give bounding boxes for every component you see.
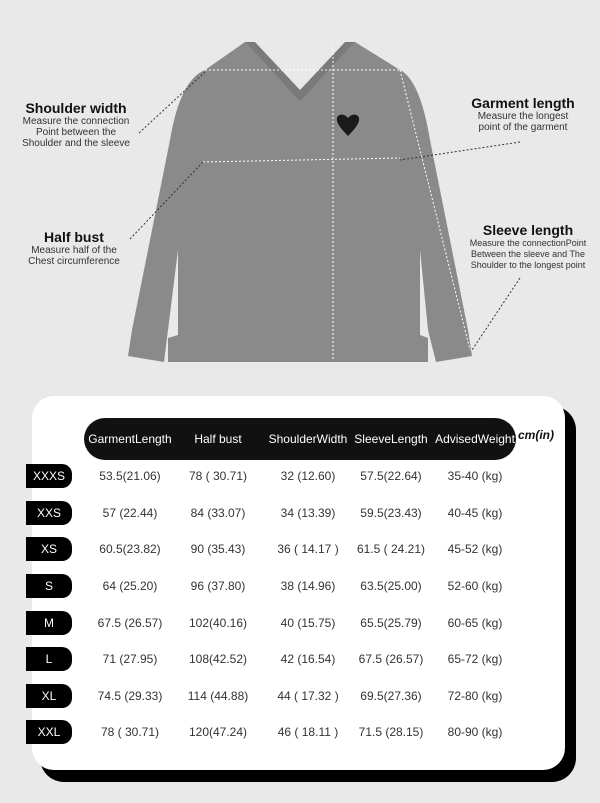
column-header: Advised Weight [430,418,520,460]
table-header: Garment Length Half bust Shoulder Width Sleev… [84,418,516,460]
half-bust-annotation: Half bust Measure half of the Chest circ… [14,229,134,267]
size-tag: XXXS [26,464,72,488]
table-cell: 65-72 (kg) [447,652,503,666]
annotation-title: Garment length [471,95,575,111]
header-line: Length [391,431,428,446]
table-cell: 61.5 ( 24.21) [356,542,426,556]
annotation-desc: Chest circumference [28,256,120,267]
size-tag: L [26,647,72,671]
heart-icon [336,114,360,136]
column-header: Shoulder Width [263,418,353,460]
annotation-desc: point of the garment [478,122,568,133]
size-tag: XS [26,537,72,561]
shoulder-width-annotation: Shoulder width Measure the connection Po… [14,100,138,149]
header-line: Half bust [194,431,242,446]
size-tag: XXL [26,720,72,744]
column-header: Garment Length [85,418,175,460]
table-cell: 57 (22.44) [102,506,158,520]
leader-lines [129,71,521,351]
table-cell: 114 (44.88) [187,689,249,703]
sweater-illustration [128,42,521,362]
table-cell: 38 (14.96) [280,579,336,593]
sleeve-length-annotation: Sleeve length Measure the connectionPoin… [462,222,594,271]
annotation-title: Sleeve length [482,222,574,238]
measure-lines [202,45,471,360]
annotation-title: Half bust [44,229,104,245]
table-cell: 40 (15.75) [280,616,336,630]
table-cell: 67.5 (26.57) [97,616,163,630]
table-cell: 71 (27.95) [102,652,158,666]
table-cell: 60.5(23.82) [99,542,161,556]
size-tag: M [26,611,72,635]
annotation-desc: Measure the connection [22,116,130,127]
annotation-desc: Between the sleeve and The [471,249,585,259]
table-cell: 40-45 (kg) [447,506,503,520]
annotation-desc: Measure the connectionPoint [469,238,587,248]
table-cell: 63.5(25.00) [360,579,422,593]
column-header: Sleeve Length [346,418,436,460]
column-header: Half bust [173,418,263,460]
annotation-desc: Shoulder to the longest point [470,260,586,270]
table-cell: 45-52 (kg) [447,542,503,556]
table-cell: 46 ( 18.11 ) [277,725,339,739]
table-cell: 52-60 (kg) [447,579,503,593]
header-line: Advised [435,431,478,446]
table-cell: 90 (35.43) [190,542,246,556]
table-cell: 120(47.24) [188,725,248,739]
header-line: Weight [477,431,515,446]
table-cell: 78 ( 30.71) [100,725,160,739]
size-tag: XXS [26,501,72,525]
annotation-desc: Shoulder and the sleeve [22,138,130,149]
size-tag: XL [26,684,72,708]
table-cell: 53.5(21.06) [99,469,161,483]
table-cell: 108(42.52) [188,652,248,666]
header-line: Sleeve [354,431,391,446]
table-cell: 60-65 (kg) [447,616,503,630]
header-line: Shoulder [268,431,317,446]
annotation-desc: Point between the [35,127,117,138]
sweater-body [128,42,472,362]
table-cell: 69.5(27.36) [360,689,422,703]
table-cell: 96 (37.80) [190,579,246,593]
annotation-desc: Measure half of the [31,245,117,256]
v-neck [245,42,355,102]
table-cell: 44 ( 17.32 ) [277,689,339,703]
annotation-title: Shoulder width [25,100,127,116]
table-cell: 72-80 (kg) [447,689,503,703]
garment-length-annotation: Garment length Measure the longest point… [458,95,588,133]
header-line: Width [316,431,348,446]
table-cell: 65.5(25.79) [360,616,422,630]
table-cell: 59.5(23.43) [360,506,422,520]
table-cell: 35-40 (kg) [447,469,503,483]
size-tag: S [26,574,72,598]
unit-label: cm(in) [518,428,554,442]
table-cell: 67.5 (26.57) [358,652,424,666]
table-cell: 36 ( 14.17 ) [277,542,339,556]
table-cell: 102(40.16) [188,616,248,630]
header-line: Garment [88,431,135,446]
table-cell: 34 (13.39) [280,506,336,520]
table-cell: 71.5 (28.15) [358,725,424,739]
table-cell: 74.5 (29.33) [97,689,163,703]
table-cell: 64 (25.20) [102,579,158,593]
table-cell: 57.5(22.64) [360,469,422,483]
table-cell: 80-90 (kg) [447,725,503,739]
table-cell: 78 ( 30.71) [188,469,248,483]
table-cell: 32 (12.60) [280,469,336,483]
header-line: Length [134,431,172,446]
table-cell: 84 (33.07) [190,506,246,520]
table-cell: 42 (16.54) [280,652,336,666]
annotation-desc: Measure the longest [477,111,569,122]
